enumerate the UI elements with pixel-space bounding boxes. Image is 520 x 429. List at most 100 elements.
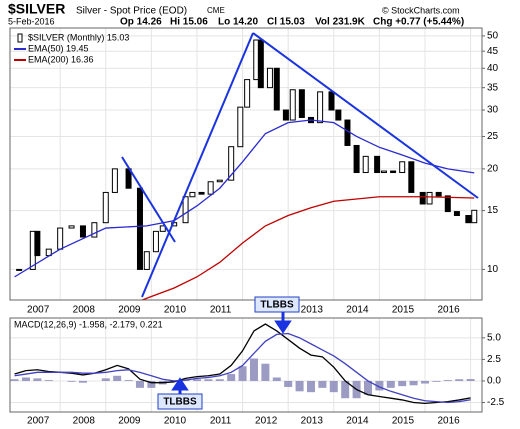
histogram-bar <box>398 380 407 387</box>
histogram-bar <box>363 380 372 395</box>
histogram-bar <box>318 380 327 388</box>
symbol: $SILVER <box>8 1 65 17</box>
trend-line <box>121 156 176 243</box>
arrow <box>274 312 292 334</box>
candle <box>465 215 472 224</box>
histogram-bar <box>33 378 42 381</box>
y-tick-label: 25 <box>487 131 499 142</box>
plot-area <box>14 39 478 300</box>
candle <box>16 268 23 271</box>
legend-label: EMA(200) 16.36 <box>28 54 94 64</box>
histogram-bar <box>44 380 53 381</box>
candle <box>298 89 305 118</box>
y-tick-label: 50 <box>487 31 499 42</box>
candle <box>152 230 159 253</box>
y-tick-label: 15 <box>487 205 499 216</box>
histogram-bar <box>306 380 315 393</box>
histogram-bar <box>295 380 304 392</box>
change: Chg +0.77 (+5.44%) <box>373 17 464 28</box>
y-tick-label: 0.0 <box>487 376 501 387</box>
histogram-bar <box>135 380 144 388</box>
candle <box>34 230 41 257</box>
annotation-text: TLBBS <box>163 397 197 408</box>
histogram-bar <box>386 380 395 388</box>
histogram-bar <box>113 375 122 381</box>
x-tick-label: 2008 <box>73 305 96 316</box>
candle <box>435 191 442 197</box>
open: Op 14.26 <box>120 17 162 28</box>
macd-panel: 2007 2008 2009 2010 2011 2012 2013 2014 2015 2016… <box>9 317 505 427</box>
histogram-bar <box>284 380 293 387</box>
histogram-bar <box>215 379 224 381</box>
candle <box>273 67 280 111</box>
candle <box>111 168 118 193</box>
histogram-bar <box>147 380 156 388</box>
x-tick-label: 2013 <box>301 305 324 316</box>
annotation-box <box>254 296 300 313</box>
candle <box>189 191 196 198</box>
candle <box>57 227 64 250</box>
histogram-bar <box>227 374 236 381</box>
histogram-bar <box>420 380 429 384</box>
candle <box>399 161 406 174</box>
histogram-bar <box>341 380 350 399</box>
close: Cl 15.03 <box>267 17 305 28</box>
x-tick-label: 2008 <box>73 416 96 427</box>
candle <box>237 106 244 148</box>
y-tick-label: 45 <box>487 46 499 57</box>
low: Lo 14.20 <box>218 17 258 28</box>
panel-title: MACD(12,26,9) -1.958, -2.179, 0.221 <box>14 319 163 329</box>
x-tick-label: 2011 <box>210 416 232 427</box>
candle <box>426 191 433 205</box>
legend-label: $SILVER (Monthly) 15.03 <box>28 32 129 42</box>
candle <box>317 91 324 124</box>
histogram-bar <box>466 379 475 381</box>
histogram-bar <box>272 377 281 381</box>
y-tick-label: 20 <box>487 163 499 174</box>
y-tick-label: 30 <box>487 105 499 116</box>
plot-area <box>10 323 475 405</box>
trend-line <box>252 32 479 199</box>
legend-label: EMA(50) 19.45 <box>28 43 89 53</box>
candle <box>228 146 235 181</box>
histogram-bar <box>124 380 133 381</box>
exchange: CME <box>207 6 225 15</box>
high: Hi 15.06 <box>170 17 208 28</box>
histogram-bar <box>443 380 452 381</box>
x-tick-label: 2009 <box>118 305 141 316</box>
trend-lines <box>121 32 479 298</box>
x-tick-label: 2012 <box>255 416 278 427</box>
x-tick-label: 2007 <box>27 416 50 427</box>
x-tick-label: 2016 <box>437 305 460 316</box>
annotation-lower: TLBBS <box>157 377 203 410</box>
candle <box>374 155 381 174</box>
y-tick-label: 5.0 <box>487 332 501 343</box>
legend-swatch <box>17 33 23 43</box>
x-tick-label: 2014 <box>346 305 369 316</box>
x-tick-label: 2007 <box>27 305 50 316</box>
histogram-bar <box>409 380 418 386</box>
series-line <box>14 119 475 278</box>
volume: Vol 231.9K <box>315 17 366 28</box>
candle <box>380 170 387 174</box>
candle <box>244 79 251 108</box>
candle <box>207 181 214 195</box>
histogram-bar <box>67 380 76 382</box>
panel-frame <box>9 27 483 301</box>
annotation-upper: TLBBS <box>254 296 300 334</box>
x-tick-label: 2015 <box>392 416 415 427</box>
candle <box>143 251 150 270</box>
y-tick-label: 35 <box>487 82 499 93</box>
candle <box>335 109 342 121</box>
panel-frame <box>9 317 483 413</box>
histogram-bar <box>375 380 384 391</box>
y-tick-label: 40 <box>487 63 499 74</box>
histogram-bar <box>432 380 441 382</box>
histogram-bar <box>21 377 30 381</box>
candle <box>159 225 166 232</box>
x-tick-label: 2015 <box>392 305 415 316</box>
x-tick-label: 2010 <box>164 416 187 427</box>
histogram-bar <box>238 366 247 381</box>
candle <box>353 144 360 174</box>
